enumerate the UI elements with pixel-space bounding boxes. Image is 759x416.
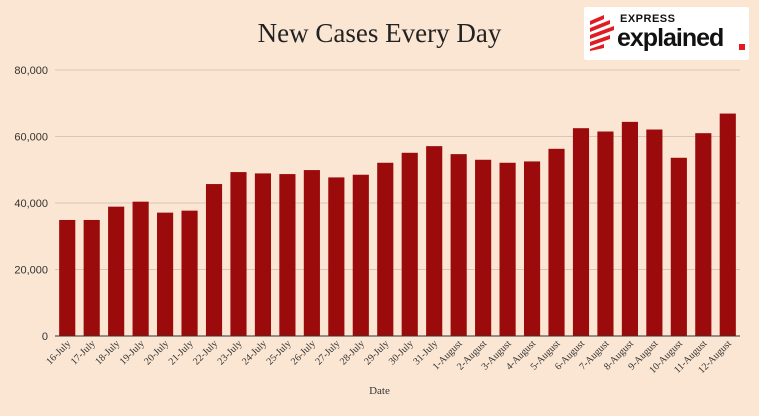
bar-9-August — [646, 129, 663, 336]
x-tick-label: 23-July — [216, 338, 245, 367]
y-tick-label: 80,000 — [14, 65, 48, 77]
bar-19-July — [132, 201, 149, 336]
bar-20-July — [157, 212, 174, 336]
bar-31-July — [426, 146, 443, 336]
logo-express-text: EXPRESS — [620, 13, 676, 25]
bar-5-August — [548, 148, 565, 336]
y-tick-label: 0 — [42, 331, 48, 343]
x-tick-label: 24-July — [240, 338, 269, 367]
x-tick-label: 21-July — [167, 338, 196, 367]
bar-22-July — [205, 184, 223, 336]
bar-10-August — [670, 157, 687, 336]
bar-6-August — [572, 128, 590, 336]
x-tick-label: 30-July — [387, 338, 416, 367]
x-tick-label: 20-July — [142, 338, 171, 367]
x-tick-label: 17-July — [69, 338, 98, 367]
bar-25-July — [279, 174, 296, 336]
bar-16-July — [59, 219, 76, 336]
bar-11-August — [695, 133, 712, 336]
x-tick-label: 16-July — [44, 338, 73, 367]
bar-24-July — [254, 173, 272, 336]
x-tick-label: 25-July — [265, 338, 294, 367]
bar-8-August — [621, 121, 638, 337]
x-tick-label: 18-July — [93, 338, 122, 367]
x-tick-label: 28-July — [338, 338, 367, 367]
x-tick-label: 29-July — [362, 338, 391, 367]
bar-17-July — [83, 219, 100, 336]
bar-12-August — [719, 113, 736, 337]
bars — [59, 113, 736, 337]
express-logo-icon — [590, 15, 614, 51]
y-tick-label: 20,000 — [14, 265, 48, 277]
x-tick-label: 19-July — [118, 338, 147, 367]
bar-30-July — [401, 152, 418, 336]
bar-26-July — [303, 170, 320, 336]
x-tick-label: 26-July — [289, 338, 318, 367]
bar-3-August — [499, 162, 516, 336]
bar-4-August — [523, 161, 541, 336]
y-tick-label: 60,000 — [14, 132, 48, 144]
logo-red-dot — [739, 44, 745, 50]
bar-1-August — [450, 154, 467, 336]
bar-27-July — [328, 177, 345, 336]
logo-explained-text: explained — [617, 24, 724, 52]
y-axis-ticks: 0 20,000 40,000 60,000 80,000 — [14, 65, 48, 343]
bar-21-July — [181, 210, 198, 336]
x-axis-label: Date — [369, 385, 390, 397]
bar-23-July — [230, 172, 247, 336]
x-axis-ticks: 16-July17-July18-July19-July20-July21-Ju… — [44, 338, 734, 376]
bar-7-August — [597, 131, 614, 336]
x-tick-label: 22-July — [191, 338, 220, 367]
x-tick-label: 27-July — [313, 338, 342, 367]
bar-28-July — [352, 174, 369, 336]
bar-2-August — [475, 159, 492, 336]
y-tick-label: 40,000 — [14, 198, 48, 210]
chart-title: New Cases Every Day — [257, 18, 502, 48]
bar-29-July — [377, 162, 394, 336]
express-explained-logo: EXPRESS explained — [584, 7, 749, 60]
bar-18-July — [108, 206, 125, 336]
